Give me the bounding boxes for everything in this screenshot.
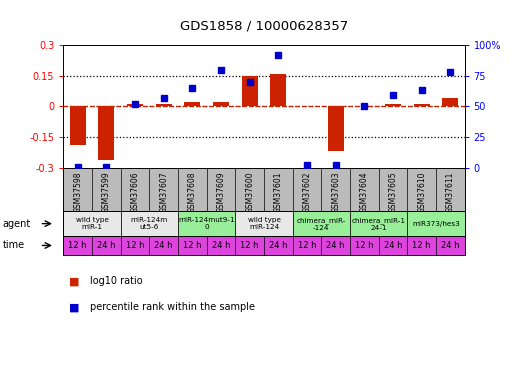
- Text: ■: ■: [69, 276, 79, 286]
- Bar: [350, 211, 407, 236]
- Text: GSM37611: GSM37611: [446, 171, 455, 213]
- Text: GSM37602: GSM37602: [303, 171, 312, 213]
- Text: 24 h: 24 h: [97, 241, 116, 250]
- Text: percentile rank within the sample: percentile rank within the sample: [90, 303, 254, 312]
- Text: 12 h: 12 h: [240, 241, 259, 250]
- Bar: [385, 104, 401, 106]
- Bar: [270, 74, 286, 106]
- Text: wild type
miR-124: wild type miR-124: [248, 217, 280, 230]
- Bar: [213, 102, 229, 106]
- Text: GSM37610: GSM37610: [417, 171, 426, 213]
- Bar: [121, 211, 178, 236]
- Text: GSM37598: GSM37598: [73, 171, 82, 213]
- Text: 12 h: 12 h: [126, 241, 144, 250]
- Text: agent: agent: [3, 219, 31, 229]
- Text: ■: ■: [69, 303, 79, 312]
- Text: GSM37600: GSM37600: [245, 171, 254, 213]
- Text: 12 h: 12 h: [183, 241, 202, 250]
- Text: 12 h: 12 h: [298, 241, 316, 250]
- Bar: [293, 211, 350, 236]
- Bar: [414, 104, 430, 106]
- Bar: [442, 98, 458, 106]
- Bar: [127, 104, 143, 106]
- Bar: [156, 104, 172, 106]
- Bar: [328, 106, 344, 152]
- Text: 12 h: 12 h: [412, 241, 431, 250]
- Bar: [63, 211, 121, 236]
- Text: 12 h: 12 h: [355, 241, 374, 250]
- Text: GSM37605: GSM37605: [389, 171, 398, 213]
- Text: 24 h: 24 h: [269, 241, 288, 250]
- Text: log10 ratio: log10 ratio: [90, 276, 143, 286]
- Text: 24 h: 24 h: [154, 241, 173, 250]
- Text: GSM37607: GSM37607: [159, 171, 168, 213]
- Bar: [235, 211, 293, 236]
- Text: GDS1858 / 10000628357: GDS1858 / 10000628357: [180, 20, 348, 33]
- Text: GSM37599: GSM37599: [102, 171, 111, 213]
- Text: miR-124mut9-1
0: miR-124mut9-1 0: [178, 217, 235, 230]
- Text: chimera_miR-
-124: chimera_miR- -124: [297, 217, 346, 231]
- Bar: [98, 106, 114, 159]
- Text: 24 h: 24 h: [212, 241, 230, 250]
- Bar: [242, 76, 258, 106]
- Text: 12 h: 12 h: [69, 241, 87, 250]
- Text: GSM37603: GSM37603: [331, 171, 340, 213]
- Text: miR373/hes3: miR373/hes3: [412, 220, 460, 226]
- Text: miR-124m
ut5-6: miR-124m ut5-6: [131, 217, 168, 230]
- Text: 24 h: 24 h: [326, 241, 345, 250]
- Text: time: time: [3, 240, 25, 250]
- Bar: [70, 106, 86, 145]
- Bar: [178, 211, 235, 236]
- Text: wild type
miR-1: wild type miR-1: [76, 217, 109, 230]
- Text: GSM37601: GSM37601: [274, 171, 283, 213]
- Text: GSM37604: GSM37604: [360, 171, 369, 213]
- Text: GSM37606: GSM37606: [130, 171, 139, 213]
- Bar: [407, 211, 465, 236]
- Text: GSM37609: GSM37609: [216, 171, 225, 213]
- Text: 24 h: 24 h: [441, 241, 459, 250]
- Text: chimera_miR-1
24-1: chimera_miR-1 24-1: [352, 217, 406, 231]
- Text: GSM37608: GSM37608: [188, 171, 197, 213]
- Bar: [184, 102, 200, 106]
- Text: 24 h: 24 h: [384, 241, 402, 250]
